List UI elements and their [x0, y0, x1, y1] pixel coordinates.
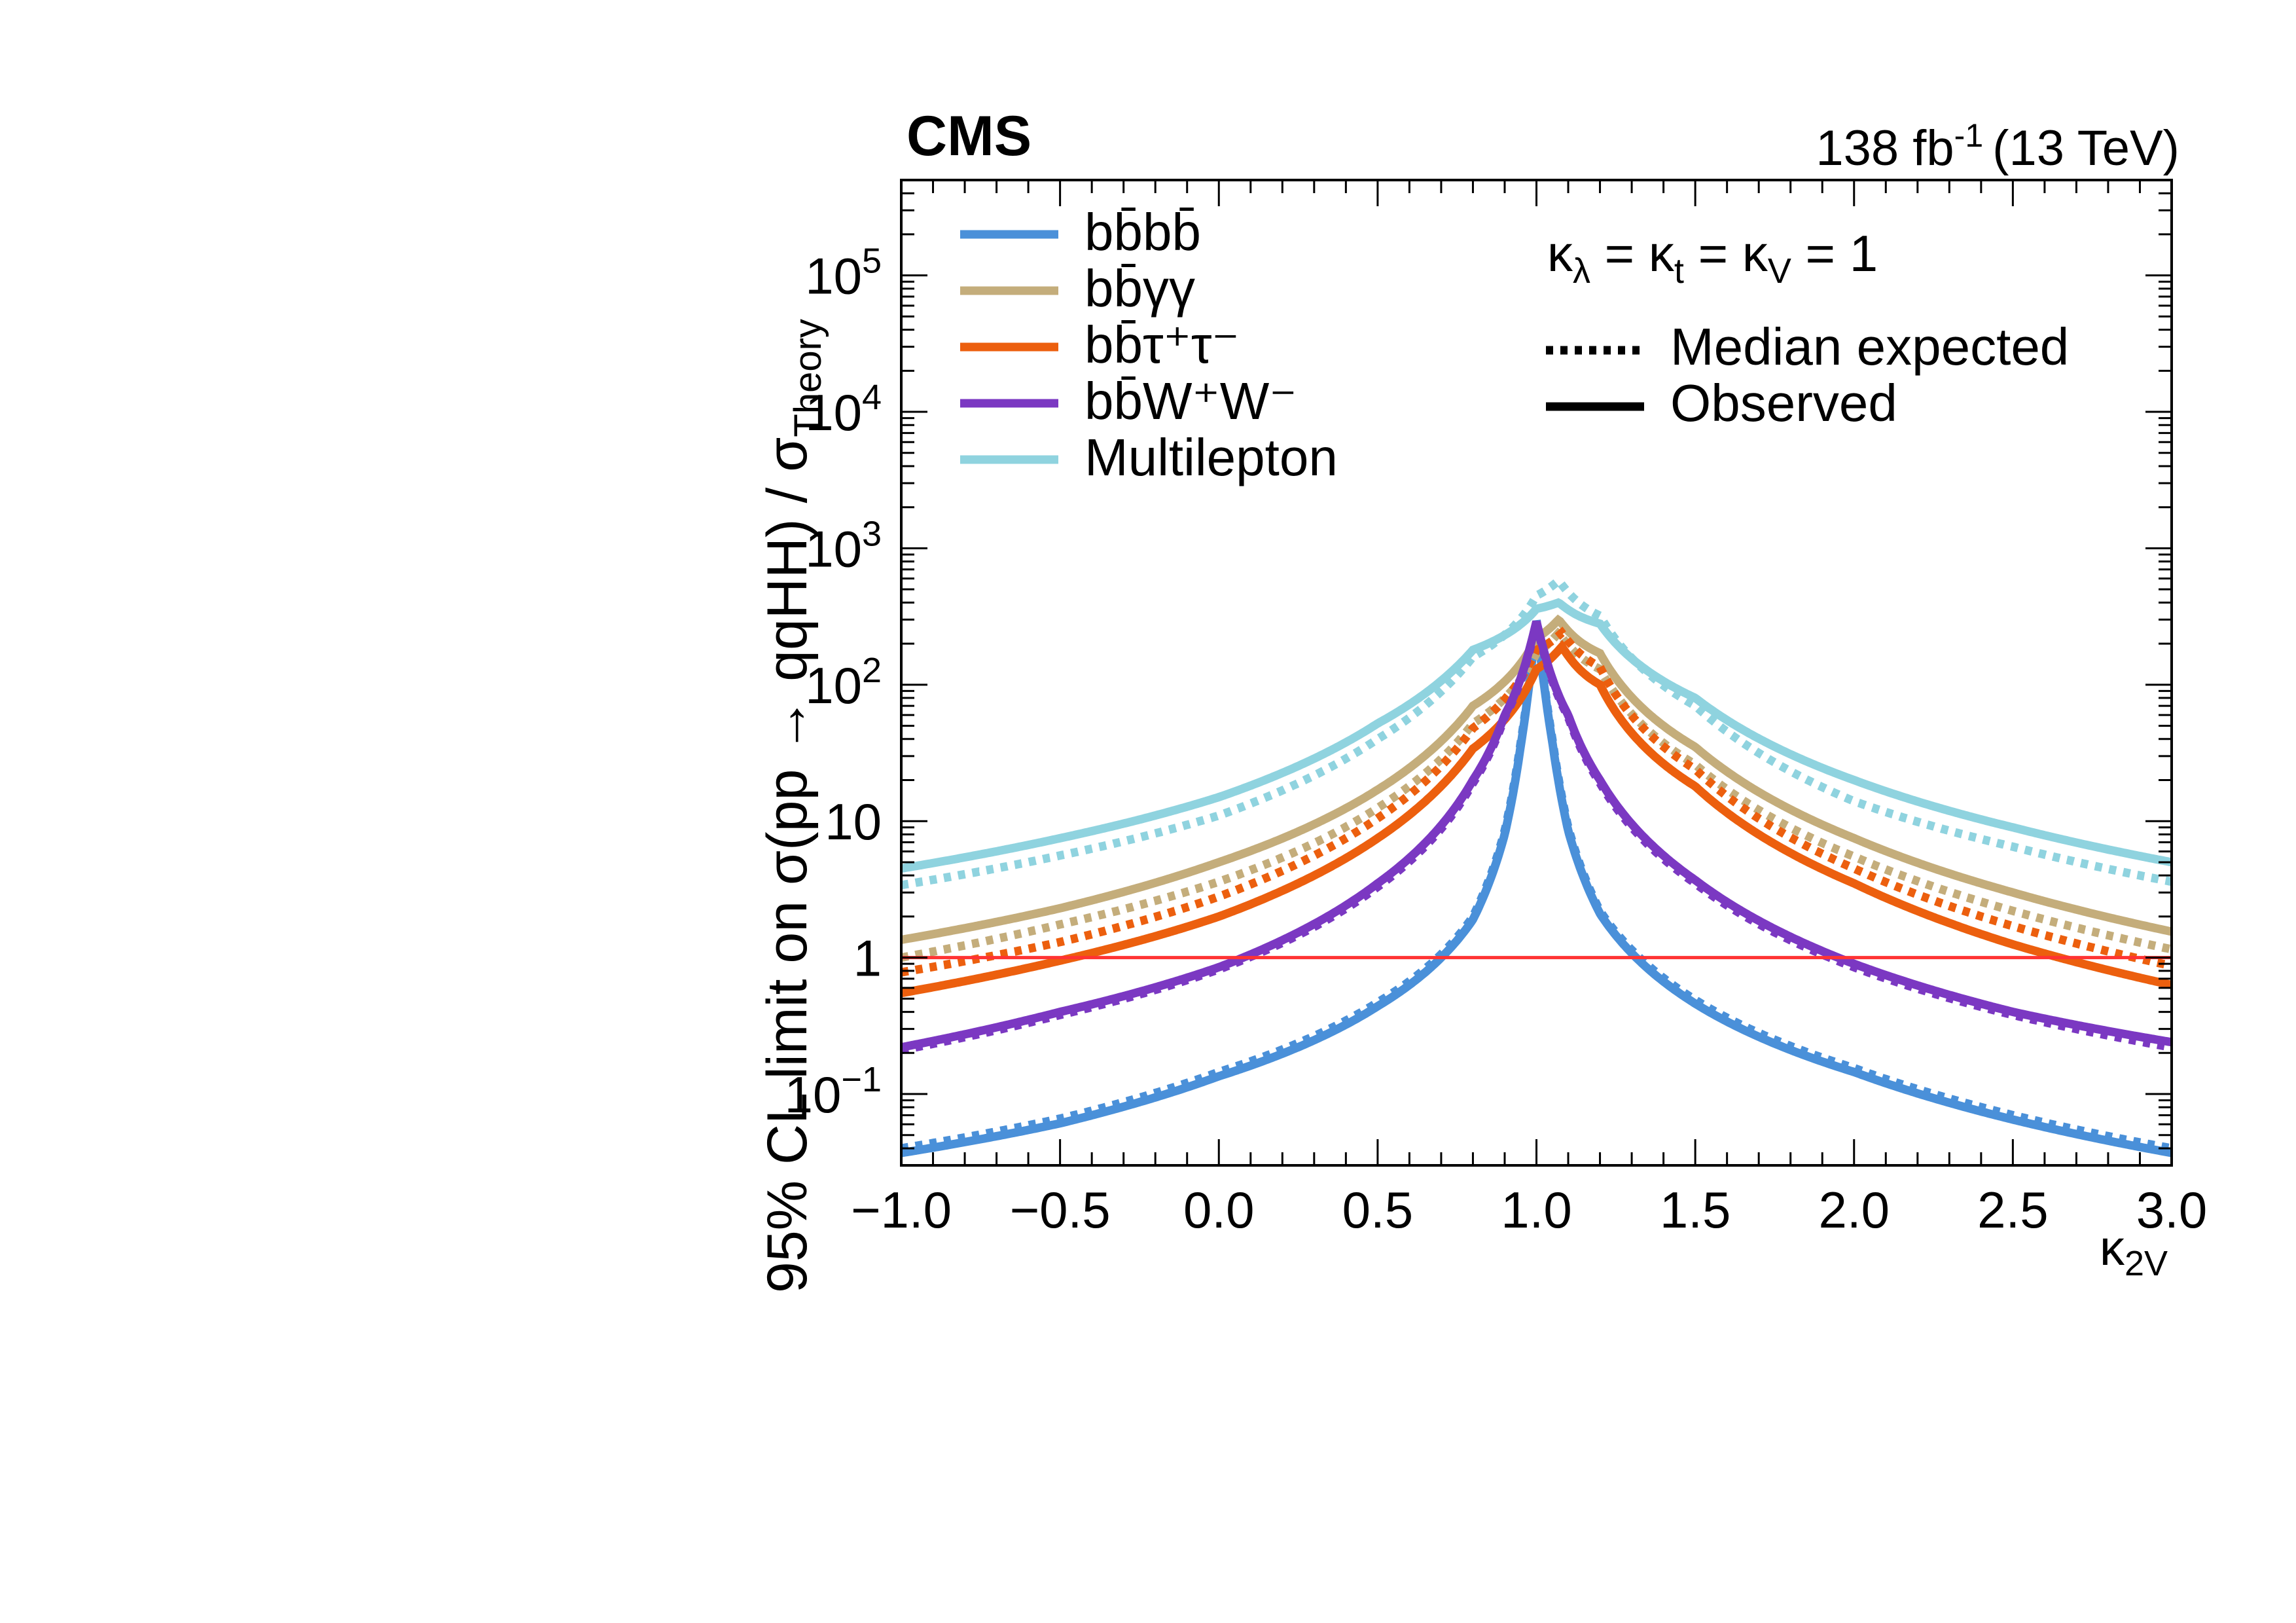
legend-label-observed: Observed	[1670, 374, 1897, 432]
x-axis-label: κ2V	[2100, 1220, 2168, 1283]
x-tick-label: 2.5	[1977, 1181, 2048, 1239]
legend-label-series-2: bb̄τ⁺τ⁻	[1085, 316, 1240, 374]
x-tick-label: −0.5	[1010, 1181, 1111, 1239]
y-tick-label: 105	[805, 242, 882, 305]
series-expected-1	[901, 627, 2172, 962]
y-tick-base: 1	[853, 930, 882, 987]
x-tick-label: 1.5	[1660, 1181, 1731, 1239]
y-tick-base: 10	[805, 384, 862, 441]
legend-label-expected: Median expected	[1670, 318, 2069, 376]
x-tick-label: 3.0	[2136, 1181, 2207, 1239]
y-tick-base: 10	[805, 247, 862, 305]
series-expected-4	[901, 575, 2172, 890]
y-tick-label: 10	[825, 793, 882, 850]
legend-label-series-0: bb̄bb̄	[1085, 203, 1201, 261]
y-tick-label: 10−1	[785, 1060, 882, 1123]
x-tick-label: −1.0	[851, 1181, 952, 1239]
series-observed-2	[901, 640, 2172, 998]
y-tick-exponent: 5	[862, 242, 882, 281]
series-expected-2	[901, 627, 2172, 977]
kappa-annotation: κλ = κt = κV = 1	[1547, 225, 1878, 291]
y-tick-label: 1	[853, 930, 882, 987]
x-tick-label: 0.5	[1342, 1181, 1413, 1239]
y-tick-base: 10	[805, 520, 862, 577]
x-tick-label: 1.0	[1501, 1181, 1571, 1239]
y-tick-base: 10	[825, 793, 882, 850]
y-tick-base: 10	[805, 657, 862, 714]
x-tick-label: 2.0	[1819, 1181, 1890, 1239]
y-tick-label: 102	[805, 651, 882, 714]
y-tick-exponent: 2	[862, 651, 882, 690]
y-tick-label: 104	[805, 378, 882, 441]
series-expected-0	[901, 619, 2172, 1153]
y-tick-exponent: −1	[841, 1060, 882, 1099]
series-expected-3	[901, 623, 2172, 1055]
y-tick-exponent: 3	[862, 514, 882, 553]
y-tick-label: 103	[805, 514, 882, 577]
legend-label-series-3: bb̄W⁺W⁻	[1085, 372, 1297, 430]
legend-label-series-4: Multilepton	[1085, 428, 1338, 486]
luminosity-label: 138 fb-1 (13 TeV)	[1816, 117, 2179, 176]
series-observed-4	[901, 598, 2172, 873]
y-tick-exponent: 4	[862, 378, 882, 417]
series-observed-3	[901, 620, 2172, 1052]
y-tick-base: 10	[785, 1066, 842, 1123]
y-axis-label: 95% CL limit on σ(pp → qqHH) / σTheory	[756, 319, 829, 1293]
x-tick-label: 0.0	[1183, 1181, 1254, 1239]
curves-group	[901, 575, 2172, 1158]
legend-label-series-1: bb̄γγ	[1085, 259, 1195, 318]
cms-title: CMS	[906, 105, 1031, 168]
